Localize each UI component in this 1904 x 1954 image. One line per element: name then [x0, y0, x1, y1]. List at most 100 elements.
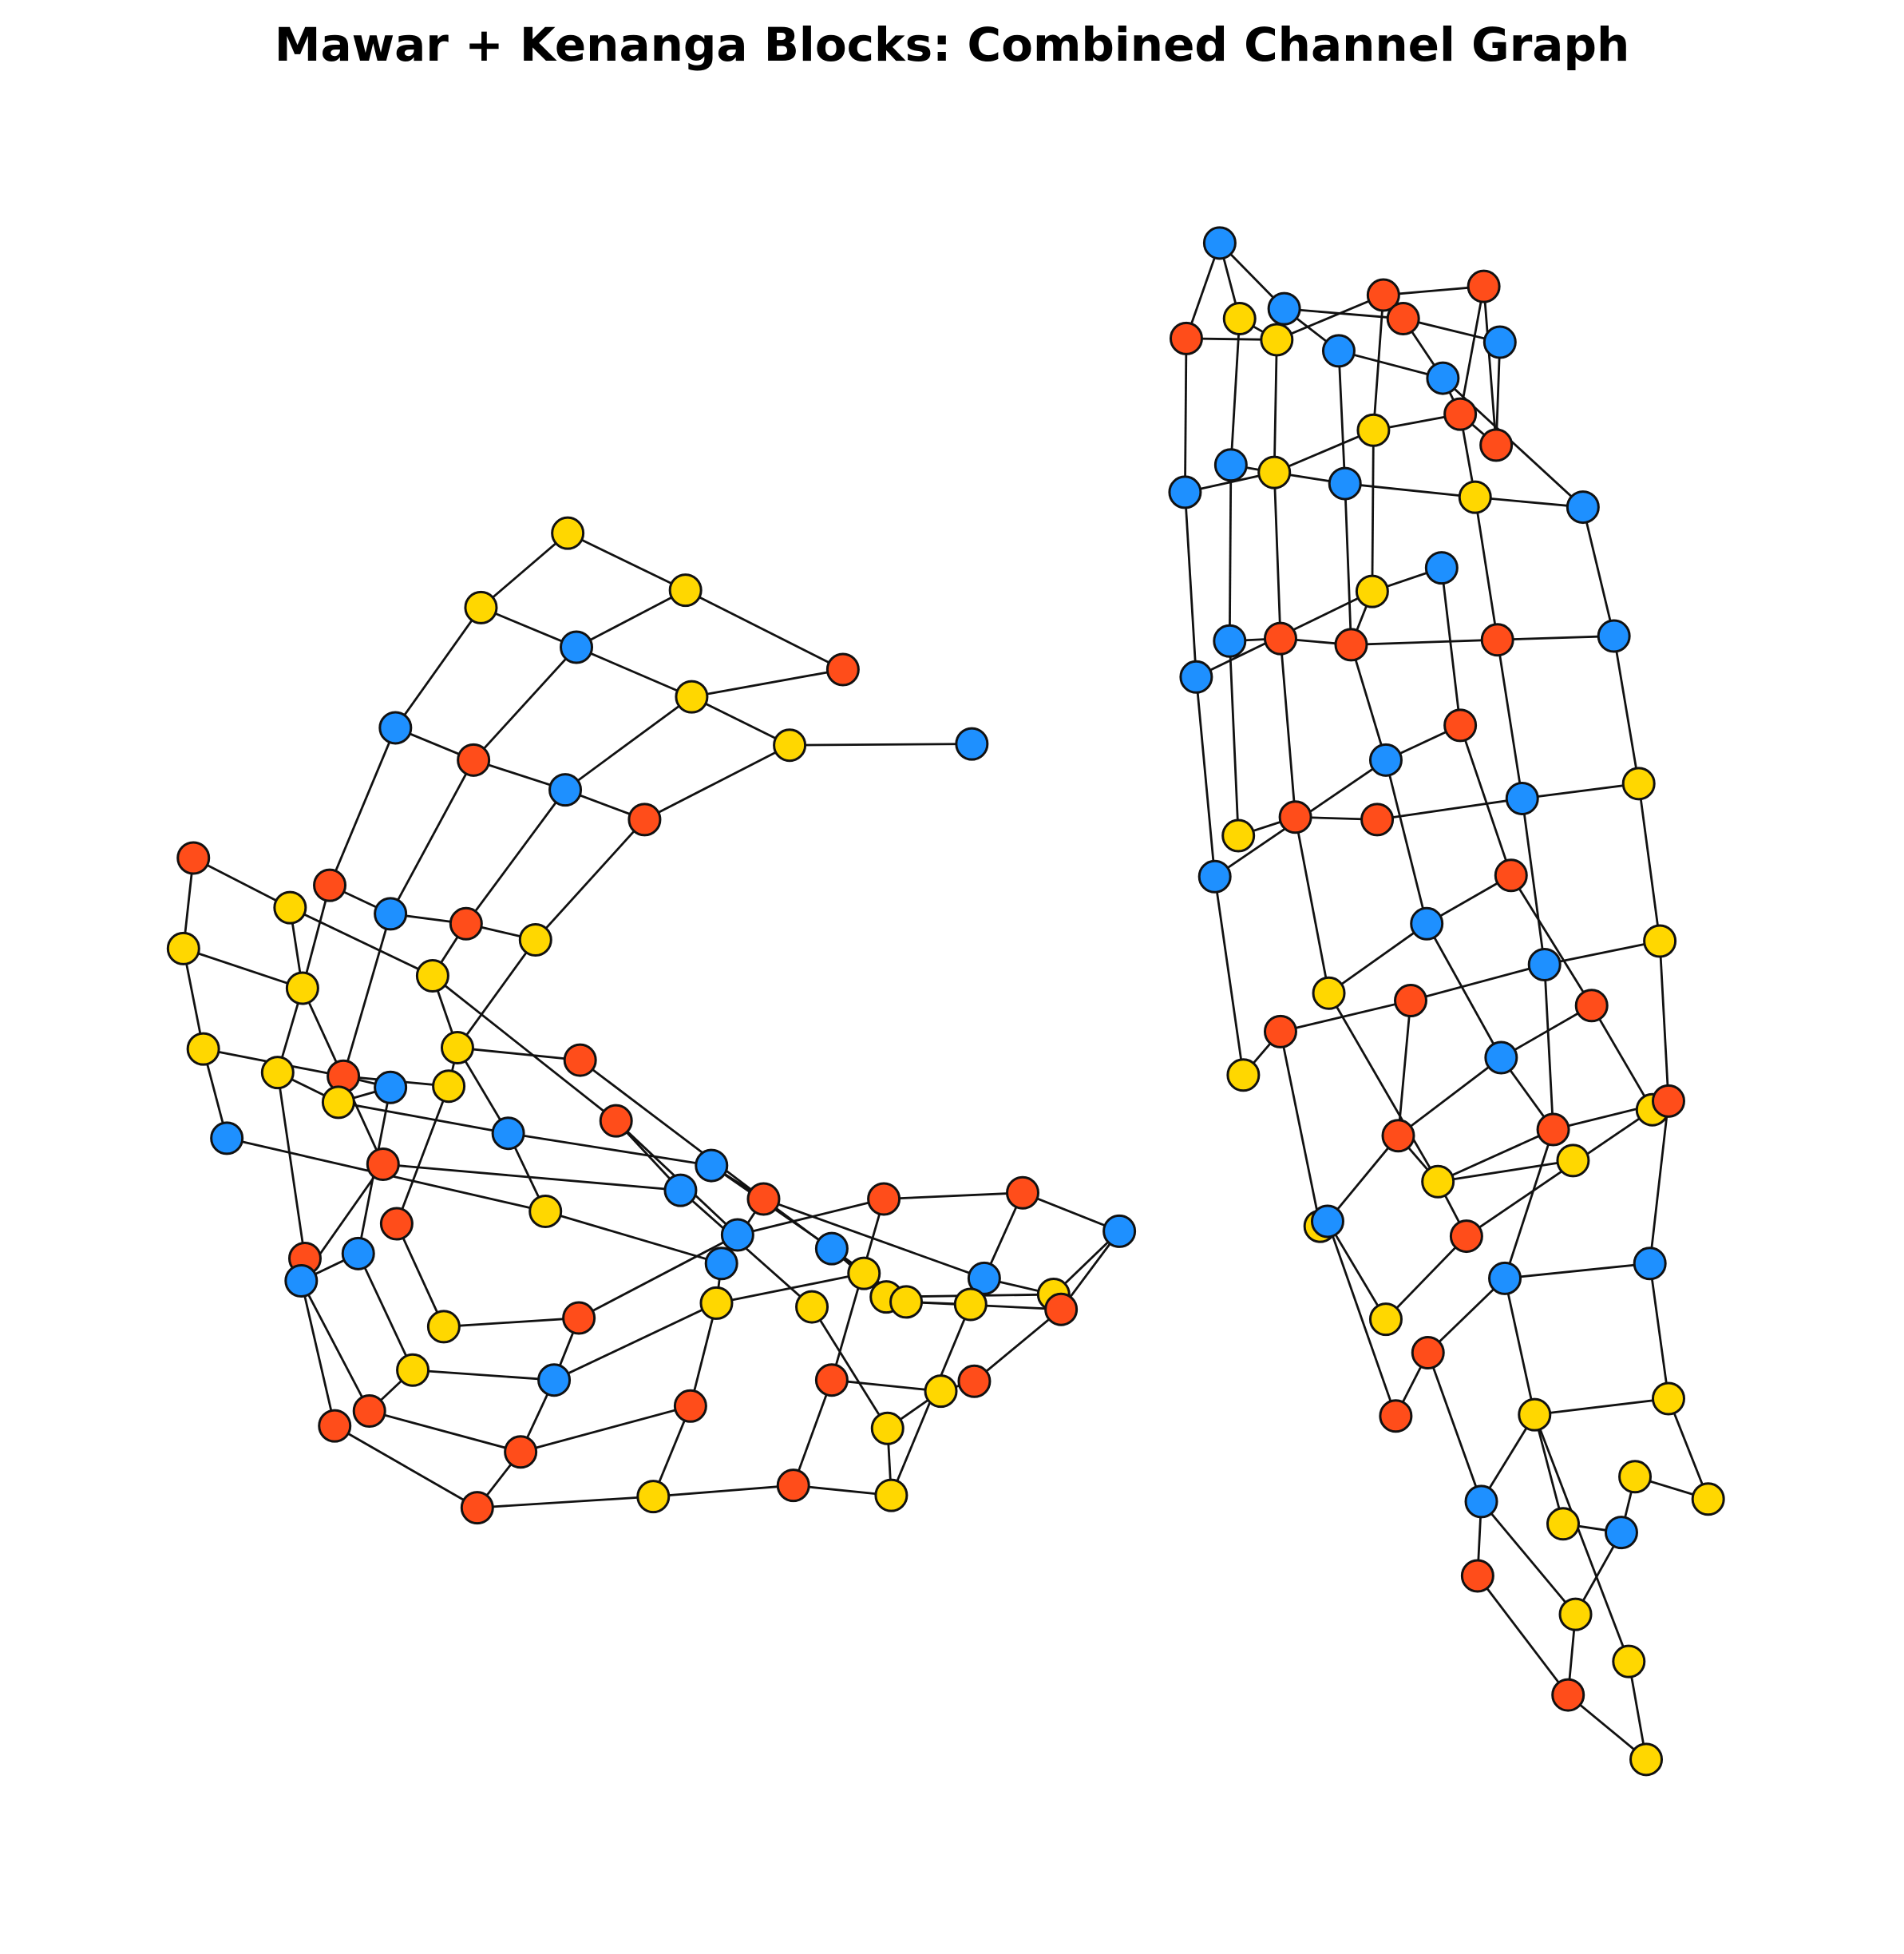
node-yellow — [1618, 1460, 1653, 1494]
node-red — [1379, 1399, 1413, 1433]
node-red — [1366, 278, 1400, 312]
channel-edge — [1649, 1263, 1670, 1399]
node-blue — [1267, 291, 1301, 326]
node-yellow — [1691, 1482, 1725, 1516]
node-yellow — [440, 1031, 474, 1065]
node-blue — [1464, 1484, 1498, 1519]
node-blue — [1597, 619, 1631, 653]
node-blue — [1213, 624, 1247, 658]
channel-edge — [1459, 286, 1485, 414]
node-blue — [1527, 948, 1562, 982]
node-yellow — [321, 1085, 355, 1120]
node-red — [1411, 1336, 1445, 1370]
channel-edge — [389, 759, 475, 915]
node-yellow — [1556, 1143, 1590, 1178]
node-blue — [1424, 551, 1459, 585]
channel-edge — [579, 1059, 765, 1200]
channel-edge — [1637, 783, 1661, 941]
channel-edge — [1273, 429, 1374, 474]
channel-edge — [1328, 922, 1428, 994]
channel-edge — [689, 1302, 718, 1407]
node-red — [1536, 1112, 1570, 1147]
node-yellow — [1458, 480, 1492, 514]
channel-edge — [369, 1409, 521, 1453]
node-blue — [1604, 1516, 1638, 1550]
node-red — [1449, 1219, 1483, 1254]
node-red — [457, 743, 491, 777]
node-blue — [1179, 660, 1213, 694]
node-red — [1494, 858, 1528, 893]
node-red — [1381, 1119, 1415, 1153]
channel-edge — [1344, 482, 1475, 499]
node-red — [1443, 397, 1478, 431]
channel-edge — [1326, 1220, 1397, 1417]
channel-edge — [1649, 1100, 1670, 1264]
channel-edge — [1229, 318, 1241, 466]
node-red — [1263, 621, 1297, 656]
channel-edge — [1351, 638, 1498, 646]
node-red — [1479, 428, 1514, 462]
node-red — [460, 1491, 494, 1525]
channel-edge — [578, 1234, 738, 1319]
node-yellow — [1421, 1164, 1455, 1199]
channel-edge — [192, 857, 291, 909]
node-yellow — [675, 680, 709, 714]
channel-edge — [520, 1405, 691, 1453]
node-yellow — [773, 728, 807, 763]
node-red — [776, 1468, 810, 1503]
channel-edge — [1384, 1235, 1467, 1321]
node-red — [176, 841, 211, 875]
node-yellow — [1643, 924, 1677, 958]
channel-edge — [395, 1223, 445, 1328]
channel-edge — [790, 743, 972, 747]
node-yellow — [1226, 1058, 1261, 1092]
node-yellow — [518, 922, 552, 957]
node-blue — [537, 1363, 572, 1397]
edges-layer — [182, 242, 1709, 1761]
node-red — [352, 1394, 386, 1429]
node-blue — [1488, 1261, 1522, 1295]
channel-edge — [1533, 1414, 1565, 1524]
channel-edge — [1228, 640, 1240, 836]
channel-edge — [1437, 1128, 1554, 1183]
channel-edge — [1276, 294, 1384, 341]
node-blue — [1168, 475, 1202, 509]
node-red — [1574, 989, 1609, 1023]
node-yellow — [1518, 1397, 1552, 1432]
channel-edge — [1437, 1159, 1573, 1183]
channel-edge — [1613, 636, 1641, 784]
channel-edge — [457, 1046, 580, 1061]
node-blue — [704, 1247, 738, 1281]
channel-edge — [328, 727, 397, 886]
node-red — [1263, 1014, 1297, 1048]
node-red — [1443, 708, 1478, 743]
channel-edge — [508, 1132, 712, 1167]
channel-edge — [1521, 798, 1546, 965]
channel-edge — [1466, 1108, 1653, 1238]
node-blue — [374, 897, 408, 931]
node-blue — [663, 1173, 698, 1207]
channel-edge — [480, 606, 577, 648]
channel-edge — [289, 906, 433, 977]
node-red — [1467, 269, 1501, 303]
channel-edge — [1510, 874, 1593, 1007]
channel-edge — [1427, 1352, 1482, 1502]
node-blue — [1566, 490, 1600, 525]
node-yellow — [699, 1286, 734, 1320]
channel-edge — [716, 1272, 865, 1305]
node-blue — [1310, 1204, 1344, 1239]
channel-edge — [1440, 567, 1462, 726]
channel-edge — [1459, 724, 1513, 876]
node-blue — [210, 1121, 244, 1155]
node-yellow — [953, 1287, 988, 1322]
channel-edge — [1228, 465, 1233, 641]
node-red — [1334, 628, 1368, 662]
node-yellow — [396, 1353, 430, 1387]
channel-edge — [1194, 676, 1217, 877]
node-blue — [491, 1116, 525, 1151]
channel-edge — [576, 589, 687, 648]
node-blue — [1197, 859, 1232, 894]
node-blue — [1213, 448, 1248, 482]
node-yellow — [1222, 302, 1257, 336]
